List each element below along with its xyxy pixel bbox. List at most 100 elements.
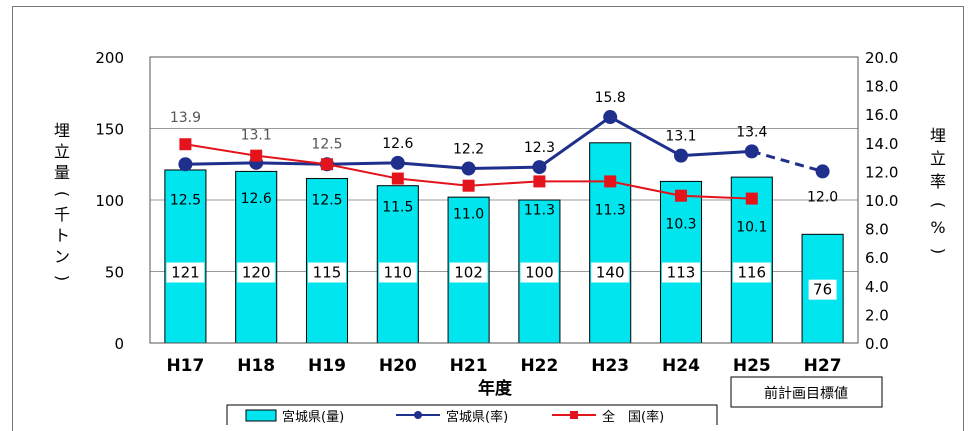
line-segment xyxy=(397,161,469,171)
line-segment xyxy=(256,154,328,166)
line-segment xyxy=(185,161,257,166)
bars xyxy=(164,142,844,344)
line-point xyxy=(533,175,546,188)
bar xyxy=(730,176,773,344)
axis-title-char: 埋 xyxy=(930,126,946,145)
bar xyxy=(589,142,632,344)
line-point xyxy=(603,110,618,125)
axis-title-char: 量 xyxy=(54,163,70,182)
y-axis-right-title: 埋立率 (%) xyxy=(929,126,948,254)
line-value-label: 13.1 xyxy=(241,128,272,144)
axis-title-char: ) xyxy=(53,275,72,281)
line-value-label: 10.3 xyxy=(665,217,696,233)
bar-value-label: 110 xyxy=(383,264,412,282)
line-labels: 12.5 12.6 12.5 12.6 12.2 12.3 15.8 13.1 13.4 12.0… xyxy=(170,90,838,236)
bar xyxy=(235,170,278,344)
line-value-label: 12.6 xyxy=(241,191,272,207)
x-tick-label: H18 xyxy=(237,356,275,376)
legend-label: 宮城県(率) xyxy=(446,409,508,425)
line-point xyxy=(675,189,687,202)
y-right-tick-label: 18.0 xyxy=(865,78,898,96)
y-right-tick-label: 4.0 xyxy=(865,278,889,296)
line-point xyxy=(744,144,759,159)
y-right-tick-label: 0.0 xyxy=(865,335,889,353)
axis-title-char: 率 xyxy=(930,172,946,191)
y-right-tick-label: 16.0 xyxy=(865,106,898,124)
line-value-label: 11.5 xyxy=(382,200,413,216)
line-value-label: 12.5 xyxy=(311,136,342,152)
axis-title-char: 立 xyxy=(930,149,946,168)
y-right-tick-label: 2.0 xyxy=(865,306,889,324)
line-value-label: 11.0 xyxy=(453,207,484,223)
line-value-label: 12.5 xyxy=(170,192,201,208)
line-value-label: 12.3 xyxy=(524,140,555,156)
x-tick-label: H17 xyxy=(166,356,204,376)
axes: H17 H18 H19 H20 H21 H22 H23 H24 H25 H27 0 50 100 150 2… xyxy=(95,49,898,376)
line-value-label: 13.1 xyxy=(665,129,696,145)
line-value-label: 12.2 xyxy=(453,142,484,158)
axis-title-char: 埋 xyxy=(54,121,70,140)
bar-label-bg xyxy=(308,262,346,283)
x-tick-label: H20 xyxy=(379,356,417,376)
line-segment xyxy=(256,161,328,166)
line-point xyxy=(391,172,404,185)
plot-area xyxy=(149,56,859,344)
bar-label-bg xyxy=(591,262,630,283)
legend-label: 全 国(率) xyxy=(602,409,664,425)
axis-title-char: ト xyxy=(54,226,70,245)
axis-title-char: ) xyxy=(929,248,948,254)
y-right-tick-label: 20.0 xyxy=(865,49,898,67)
y-left-tick-label: 100 xyxy=(95,192,124,210)
bar-value-label: 120 xyxy=(242,264,271,282)
y-left-tick-label: 50 xyxy=(105,264,124,282)
y-left-tick-label: 200 xyxy=(95,49,124,67)
line-point xyxy=(604,175,617,188)
line-segment xyxy=(468,165,540,171)
line-point xyxy=(532,160,547,175)
target-annotation: 前計画目標値 xyxy=(730,376,883,408)
bar-label-bg xyxy=(449,262,488,283)
line-point xyxy=(815,164,830,179)
bar-value-label: 140 xyxy=(596,264,625,282)
y-left-tick-label: 150 xyxy=(95,121,124,139)
line-segment xyxy=(680,149,752,158)
axis-title-char: ( xyxy=(53,191,72,197)
line-segment xyxy=(326,163,398,180)
line-segment xyxy=(751,149,824,173)
x-tick-label: H22 xyxy=(520,356,558,376)
bar-label-bg xyxy=(237,262,276,283)
line-segment xyxy=(610,180,682,197)
bar-value-label: 121 xyxy=(171,264,200,282)
bar-labels: 121 120 115 110 102 100 140 113 116 76 xyxy=(166,262,837,300)
bar-value-label: 115 xyxy=(313,264,342,282)
line-point xyxy=(674,148,688,163)
line-point xyxy=(461,161,476,176)
line-point xyxy=(250,149,263,162)
line-segment xyxy=(397,177,469,187)
x-tick-label: H21 xyxy=(450,356,488,376)
bar-value-label: 76 xyxy=(813,281,832,299)
line-segment xyxy=(326,161,398,166)
line-point xyxy=(178,157,193,172)
bar xyxy=(305,178,349,344)
y-right-tick-label: 6.0 xyxy=(865,249,889,267)
bar-value-label: 102 xyxy=(454,264,483,282)
line-point xyxy=(745,192,758,205)
axis-title-char: ( xyxy=(929,202,948,208)
line-value-label: 11.3 xyxy=(595,202,626,218)
x-tick-label: H27 xyxy=(804,356,842,376)
legend-marker xyxy=(570,411,578,419)
legend-marker xyxy=(414,411,422,419)
y-left-tick-label: 0 xyxy=(114,335,124,353)
legend-label: 宮城県(量) xyxy=(282,409,344,425)
line-value-label: 13.9 xyxy=(170,110,201,126)
line-value-label: 12.6 xyxy=(382,136,413,152)
line-segment xyxy=(609,115,682,157)
bar-value-label: 113 xyxy=(667,264,696,282)
line-segment xyxy=(538,115,612,169)
plot-border xyxy=(149,56,859,344)
line-point xyxy=(390,155,405,170)
line-value-label: 12.0 xyxy=(807,189,838,205)
line-value-label: 10.1 xyxy=(736,220,767,236)
